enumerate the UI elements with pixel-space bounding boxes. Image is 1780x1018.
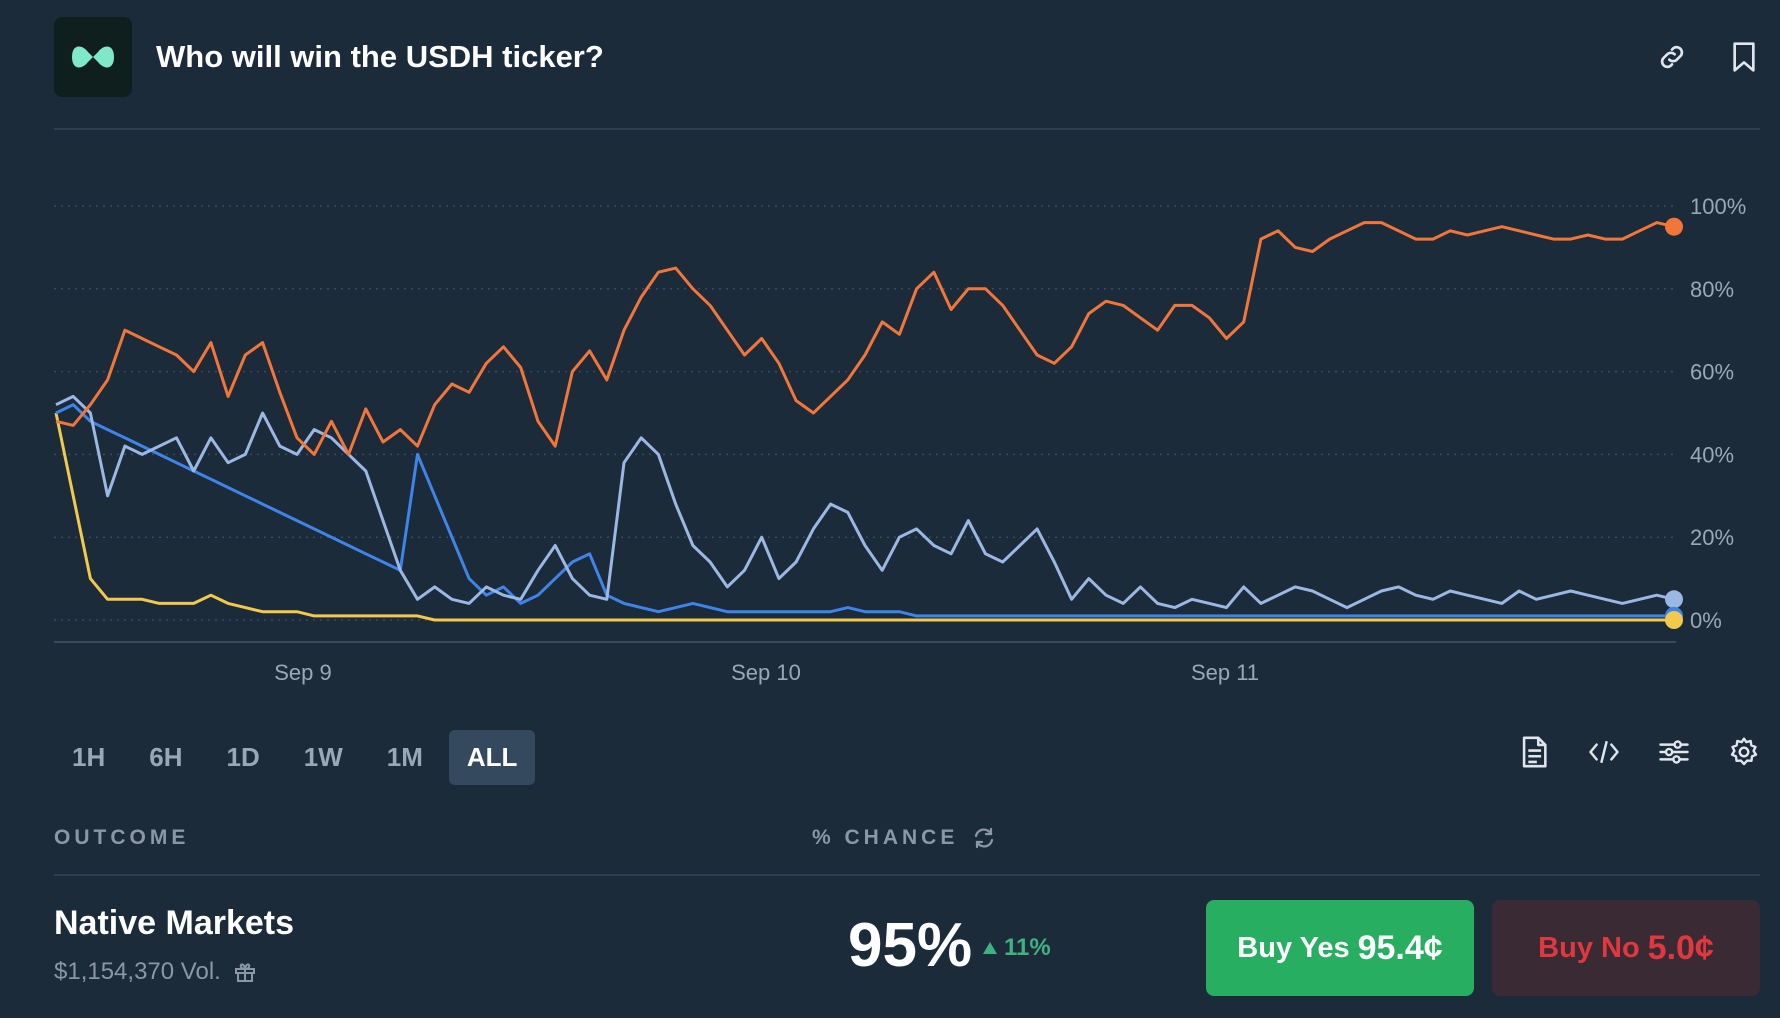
series-end-dot [1665,590,1683,609]
document-icon[interactable] [1518,736,1550,768]
range-tab-all[interactable]: ALL [448,730,536,785]
range-tab-1d[interactable]: 1D [226,742,260,772]
buy-no-price: 5.0¢ [1647,928,1714,967]
buy-no-label: Buy No [1538,931,1640,964]
header-divider [54,128,1760,130]
col-outcome: OUTCOME [54,826,190,849]
market-logo [54,17,132,97]
market-header: Who will win the USDH ticker? [54,16,1760,98]
outcome-chance: 95% [848,911,973,980]
buy-yes-button[interactable]: Buy Yes 95.4¢ [1206,900,1474,996]
range-tabs: 1H 6H 1D 1W 1M ALL [54,730,536,785]
outcome-delta-wrap: 11% [982,934,1051,962]
y-tick-label: 60% [1690,360,1734,385]
range-tab-6h[interactable]: 6H [149,742,183,772]
outcome-volume-wrap: $1,154,370 Vol. [54,958,257,986]
page-title: Who will win the USDH ticker? [156,39,604,74]
buy-no-button[interactable]: Buy No 5.0¢ [1492,900,1760,996]
y-tick-label: 0% [1690,608,1722,633]
range-tab-1w[interactable]: 1W [303,742,343,772]
outcome-delta: 11% [1004,934,1051,961]
series-line [55,403,1674,618]
x-tick-label: Sep 11 [1191,660,1259,685]
buy-yes-price: 95.4¢ [1357,928,1443,967]
chart-tools [1518,736,1760,768]
refresh-icon[interactable] [972,826,996,850]
x-tick-label: Sep 10 [731,660,801,685]
chart-svg[interactable]: 100% 80% 60% 40% 20% 0% Sep 9 Sep 10 Sep 11 [0,120,1780,690]
col-chance: % CHANCE [812,826,959,849]
bookmark-icon[interactable] [1728,41,1760,73]
sliders-icon[interactable] [1658,736,1690,768]
table-divider [54,874,1760,876]
series-end-dot [1665,217,1683,236]
gear-icon[interactable] [1728,736,1760,768]
gift-icon[interactable] [233,960,257,984]
outcome-name[interactable]: Native Markets [54,904,295,942]
range-tab-1h[interactable]: 1H [72,742,106,772]
col-chance-wrap: % CHANCE [812,826,996,850]
y-tick-label: 40% [1690,442,1734,467]
y-tick-label: 80% [1690,277,1734,302]
y-tick-label: 100% [1690,194,1746,219]
range-tab-1m[interactable]: 1M [386,742,423,772]
buy-yes-label: Buy Yes [1237,931,1350,964]
series-line [54,412,1674,622]
outcome-volume: $1,154,370 Vol. [54,958,221,985]
triangle-up-icon [983,942,997,954]
y-tick-label: 20% [1690,525,1734,550]
link-icon[interactable] [1656,41,1688,73]
series-line [55,221,1675,456]
series-end-dot [1665,611,1683,629]
x-tick-label: Sep 9 [274,660,332,685]
price-chart[interactable]: 100% 80% 60% 40% 20% 0% Sep 9 Sep 10 Sep 11 [0,120,1780,690]
hyperliquid-logo-icon [72,46,114,68]
code-icon[interactable] [1588,736,1620,768]
series-line [55,394,1675,610]
